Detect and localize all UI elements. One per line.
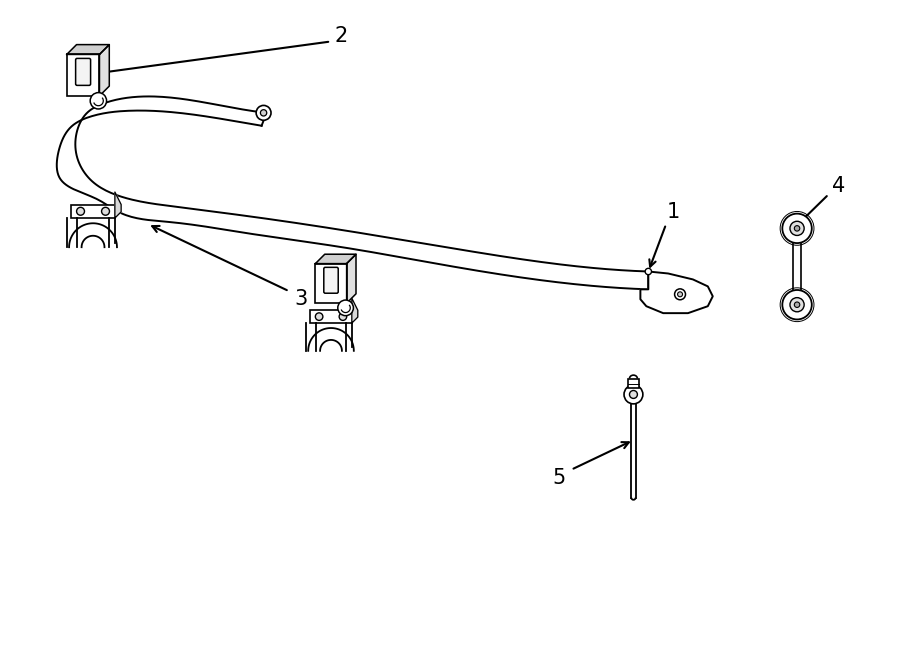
Bar [315, 264, 346, 303]
Circle shape [260, 110, 266, 116]
Polygon shape [69, 223, 117, 247]
Polygon shape [100, 45, 109, 96]
Circle shape [795, 302, 800, 307]
Circle shape [790, 221, 804, 235]
Circle shape [90, 93, 106, 109]
Circle shape [256, 105, 271, 120]
Bar [310, 310, 352, 323]
Polygon shape [352, 298, 358, 323]
Circle shape [102, 208, 110, 215]
Circle shape [339, 313, 346, 321]
Circle shape [629, 391, 637, 399]
Circle shape [790, 297, 804, 312]
Polygon shape [793, 243, 801, 291]
Polygon shape [346, 254, 356, 303]
Circle shape [76, 208, 85, 215]
FancyBboxPatch shape [324, 267, 338, 293]
Circle shape [315, 313, 323, 321]
Text: 3: 3 [294, 290, 308, 309]
Text: 2: 2 [334, 26, 347, 46]
Circle shape [782, 290, 812, 319]
Polygon shape [115, 192, 122, 218]
Bar [628, 379, 639, 387]
Circle shape [675, 289, 686, 299]
Circle shape [795, 225, 800, 231]
Text: 1: 1 [667, 202, 680, 222]
Bar [67, 54, 100, 96]
Circle shape [338, 300, 354, 316]
Circle shape [678, 292, 682, 297]
Circle shape [645, 268, 652, 275]
Bar [71, 204, 115, 218]
Polygon shape [641, 272, 713, 313]
Circle shape [782, 214, 812, 243]
FancyBboxPatch shape [76, 58, 91, 85]
Polygon shape [308, 328, 354, 351]
Polygon shape [315, 254, 356, 264]
Text: 5: 5 [553, 468, 566, 488]
Circle shape [624, 385, 643, 404]
Polygon shape [57, 97, 648, 290]
Polygon shape [67, 45, 109, 54]
Text: 4: 4 [832, 176, 845, 196]
